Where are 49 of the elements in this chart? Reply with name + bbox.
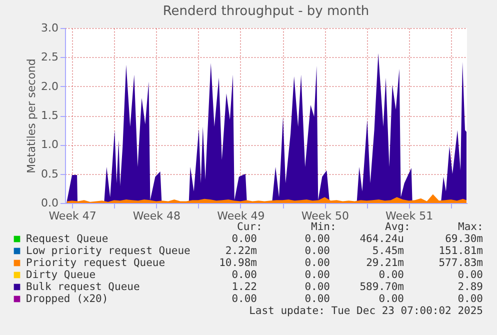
text: 464.24u bbox=[360, 233, 404, 245]
text: 0.00 bbox=[304, 257, 330, 269]
text: 0.00 bbox=[378, 269, 404, 281]
y-tick-label: 2.0 bbox=[41, 80, 58, 93]
text: 2.22m bbox=[225, 245, 257, 257]
text: 151.81m bbox=[438, 245, 483, 257]
text: Min: bbox=[311, 221, 336, 233]
text: 2.89 bbox=[458, 281, 483, 293]
text: 0.00 bbox=[304, 245, 330, 257]
legend-label: Dropped (x20) bbox=[26, 293, 108, 305]
x-tick-label: Week 49 bbox=[217, 210, 265, 222]
text: 1.22 bbox=[232, 281, 257, 293]
x-tick-label: Week 50 bbox=[301, 210, 349, 222]
text: 589.70m bbox=[360, 281, 404, 293]
legend-label: Bulk request Queue bbox=[26, 281, 140, 293]
text: 5.45m bbox=[372, 245, 404, 257]
text: 10.98m bbox=[219, 257, 257, 269]
text: 0.00 bbox=[378, 293, 404, 305]
y-tick-label: 0.5 bbox=[41, 167, 58, 180]
text: 0.00 bbox=[232, 269, 257, 281]
chart-title: Renderd throughput - by month bbox=[162, 4, 370, 19]
x-tick-label: Week 47 bbox=[48, 210, 96, 222]
text: Max: bbox=[458, 221, 484, 233]
y-tick-label: 3.0 bbox=[41, 22, 58, 34]
x-tick-label: Week 51 bbox=[386, 210, 434, 222]
text: 69.30m bbox=[445, 233, 483, 245]
legend-label: Dirty Queue bbox=[26, 269, 96, 281]
x-tick-label: Week 48 bbox=[132, 210, 181, 222]
y-tick-label: 1.0 bbox=[41, 138, 58, 152]
legend-label: Priority request Queue bbox=[26, 257, 166, 269]
text: 0.00 bbox=[304, 281, 330, 293]
text: Avg: bbox=[385, 221, 410, 233]
legend-label: Low priority request Queue bbox=[26, 245, 190, 257]
legend-label: Request Queue bbox=[26, 233, 108, 245]
y-tick-label: 2.5 bbox=[41, 50, 58, 64]
text: 0.00 bbox=[232, 233, 257, 245]
y-axis-title: Metatiles per second bbox=[25, 58, 38, 174]
y-tick-label: 0.0 bbox=[41, 196, 58, 210]
text: 0.00 bbox=[232, 293, 257, 305]
text: Cur: bbox=[237, 221, 262, 233]
text: 577.83m bbox=[438, 257, 483, 269]
y-tick-label: 1.5 bbox=[41, 109, 58, 122]
text: 0.00 bbox=[304, 293, 330, 305]
text: 0.00 bbox=[304, 269, 330, 281]
text: 0.00 bbox=[304, 233, 330, 245]
text: Last update: Tue Dec 23 07:00:02 2025 bbox=[249, 305, 483, 317]
text: 29.21m bbox=[366, 257, 404, 269]
text: 0.00 bbox=[458, 269, 483, 281]
text: 0.00 bbox=[458, 293, 483, 305]
